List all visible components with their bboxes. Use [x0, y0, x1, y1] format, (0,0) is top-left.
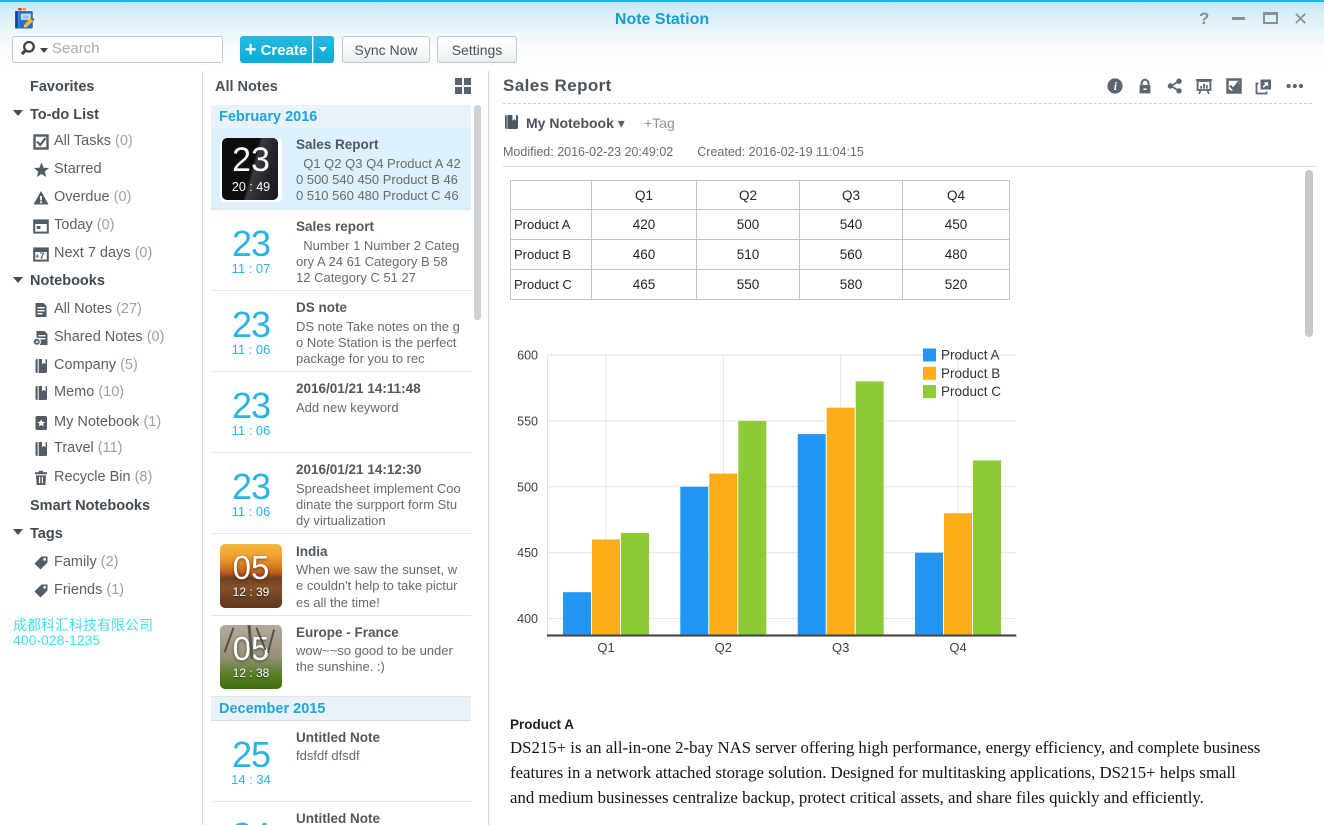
svg-text:500: 500: [517, 480, 538, 494]
svg-text:Q4: Q4: [949, 640, 966, 655]
svg-text:400: 400: [517, 612, 538, 626]
svg-text:Product B: Product B: [941, 366, 1000, 381]
svg-text:600: 600: [517, 349, 538, 363]
svg-text:Q3: Q3: [832, 640, 849, 655]
svg-text:7: 7: [39, 251, 44, 261]
svg-text:550: 550: [517, 414, 538, 428]
svg-text:i: i: [1114, 81, 1118, 93]
svg-text:Q2: Q2: [715, 640, 732, 655]
svg-text:+: +: [35, 253, 39, 260]
svg-text:Q1: Q1: [597, 640, 614, 655]
svg-text:Product A: Product A: [941, 348, 1000, 363]
svg-text:Product C: Product C: [941, 384, 1001, 399]
svg-text:450: 450: [517, 546, 538, 560]
